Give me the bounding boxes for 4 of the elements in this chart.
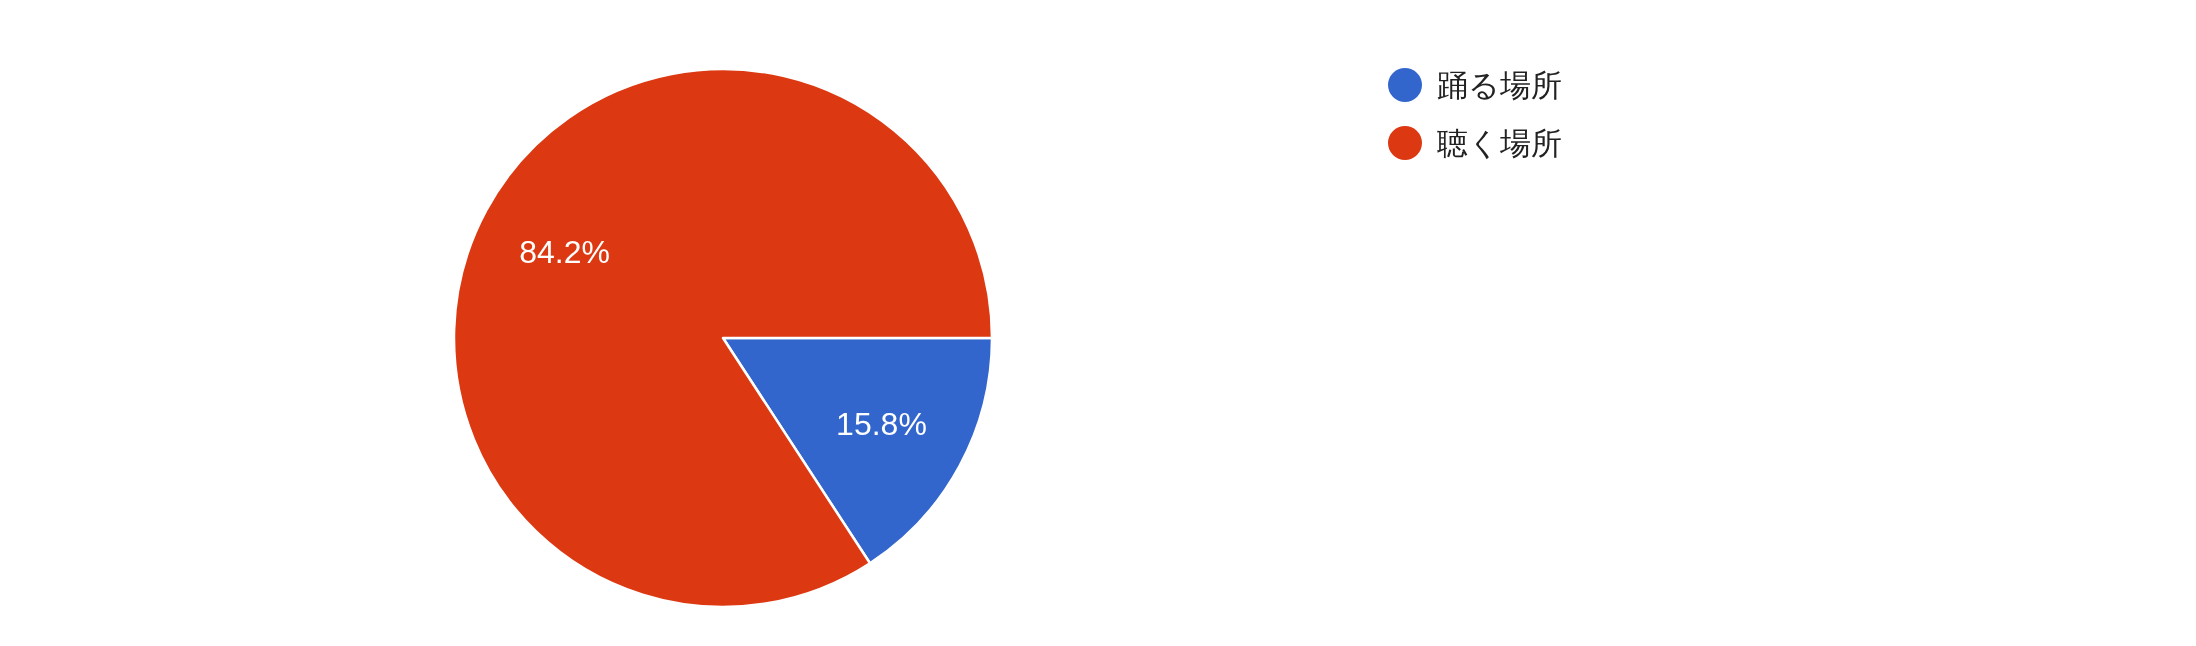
data-label: 84.2% <box>519 234 610 271</box>
data-label: 15.8% <box>836 405 927 442</box>
legend-label: 聴く場所 <box>1437 125 1562 161</box>
legend-label: 踊る場所 <box>1437 67 1562 103</box>
